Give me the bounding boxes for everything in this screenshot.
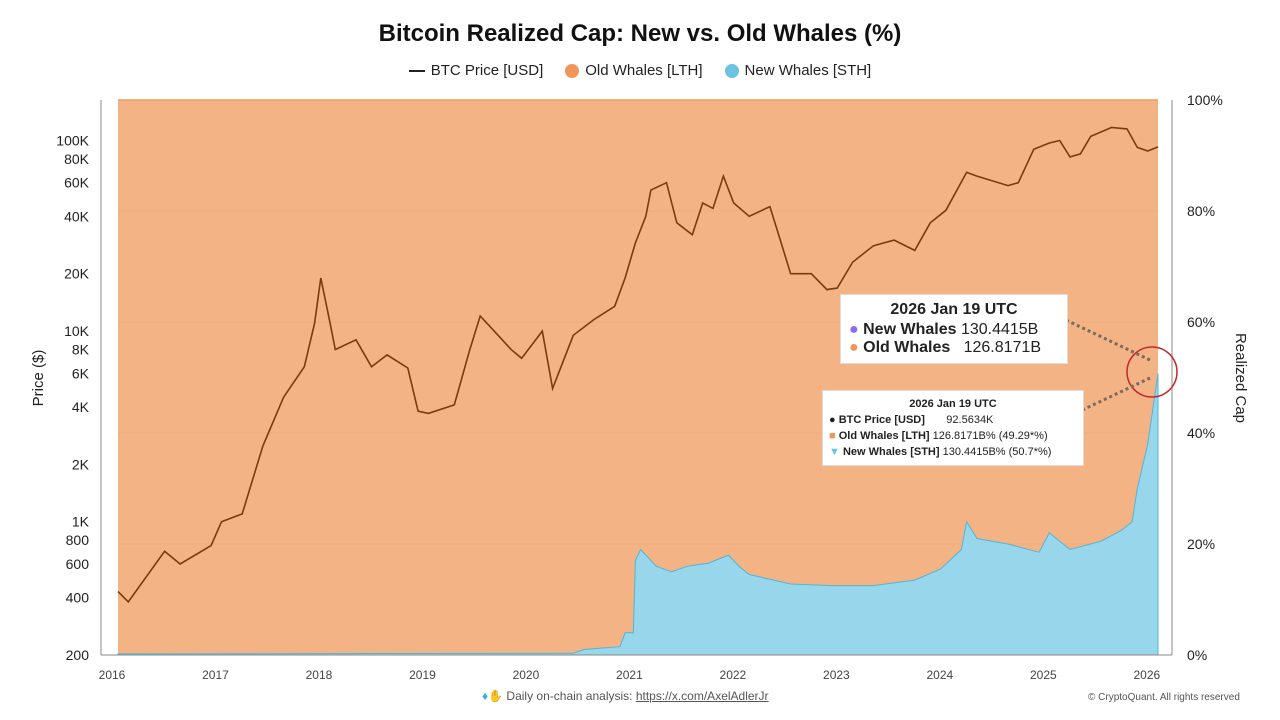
x-tick-label: 2023 (823, 668, 850, 682)
x-tick-label: 2024 (927, 668, 954, 682)
footer-analysis: ♦✋ Daily on-chain analysis: https://x.co… (482, 689, 769, 703)
right-tick-label: 0% (1187, 647, 1207, 663)
new-whales-area (117, 373, 1159, 656)
highlight-circle (1126, 346, 1178, 398)
left-tick-label: 6K (72, 365, 90, 381)
legend: BTC Price [USD] Old Whales [LTH] New Wha… (0, 62, 1280, 79)
legend-item-old[interactable]: Old Whales [LTH] (565, 62, 703, 79)
x-tick-label: 2020 (513, 668, 540, 682)
left-tick-label: 400 (66, 590, 90, 606)
right-tick-label: 60% (1187, 314, 1215, 330)
right-tick-label: 20% (1187, 536, 1215, 552)
right-tick-label: 40% (1187, 425, 1215, 441)
left-tick-label: 4K (72, 399, 90, 415)
left-tick-label: 800 (66, 532, 90, 548)
tooltip-date: 2026 Jan 19 UTC (890, 301, 1018, 318)
x-tick-label: 2022 (720, 668, 747, 682)
legend-item-new[interactable]: New Whales [STH] (724, 62, 871, 79)
legend-item-price[interactable]: BTC Price [USD] (408, 62, 543, 79)
left-tick-label: 600 (66, 556, 90, 572)
arrow-to-small-tooltip (1077, 376, 1151, 414)
footer-link[interactable]: https://x.com/AxelAdlerJr (635, 689, 769, 703)
left-tick-label: 100K (56, 132, 89, 148)
x-tick-label: 2021 (616, 668, 643, 682)
price-line (117, 126, 1159, 604)
right-tick-label: 80% (1187, 203, 1215, 219)
left-tick-label: 60K (64, 175, 90, 191)
x-tick-label: 2018 (306, 668, 333, 682)
left-tick-label: 200 (66, 647, 90, 663)
x-tick-label: 2017 (202, 668, 229, 682)
left-tick-label: 8K (72, 342, 90, 358)
hands-icon: ✋ (488, 689, 504, 703)
x-tick-label: 2026 (1133, 668, 1160, 682)
tooltip-large: 2026 Jan 19 UTC ● New Whales 130.4415B ●… (840, 294, 1068, 364)
x-tick-label: 2025 (1030, 668, 1057, 682)
tooltip-small: 2026 Jan 19 UTC ● BTC Price [USD] 92.563… (822, 390, 1084, 466)
left-tick-label: 10K (64, 323, 90, 339)
right-axis-label: Realized Cap (1232, 333, 1249, 423)
left-tick-label: 20K (64, 266, 90, 282)
chart-title: Bitcoin Realized Cap: New vs. Old Whales… (378, 20, 902, 47)
left-tick-label: 40K (64, 208, 90, 224)
right-tick-label: 100% (1187, 92, 1223, 108)
diamond-icon: ♦ (482, 689, 489, 703)
left-axis-label: Price ($) (30, 350, 47, 407)
left-tick-label: 2K (72, 456, 90, 472)
x-tick-label: 2019 (409, 668, 436, 682)
left-tick-label: 1K (72, 514, 90, 530)
left-tick-label: 80K (64, 151, 90, 167)
copyright: © CryptoQuant. All rights reserved (1088, 692, 1240, 703)
x-tick-label: 2016 (99, 668, 126, 682)
